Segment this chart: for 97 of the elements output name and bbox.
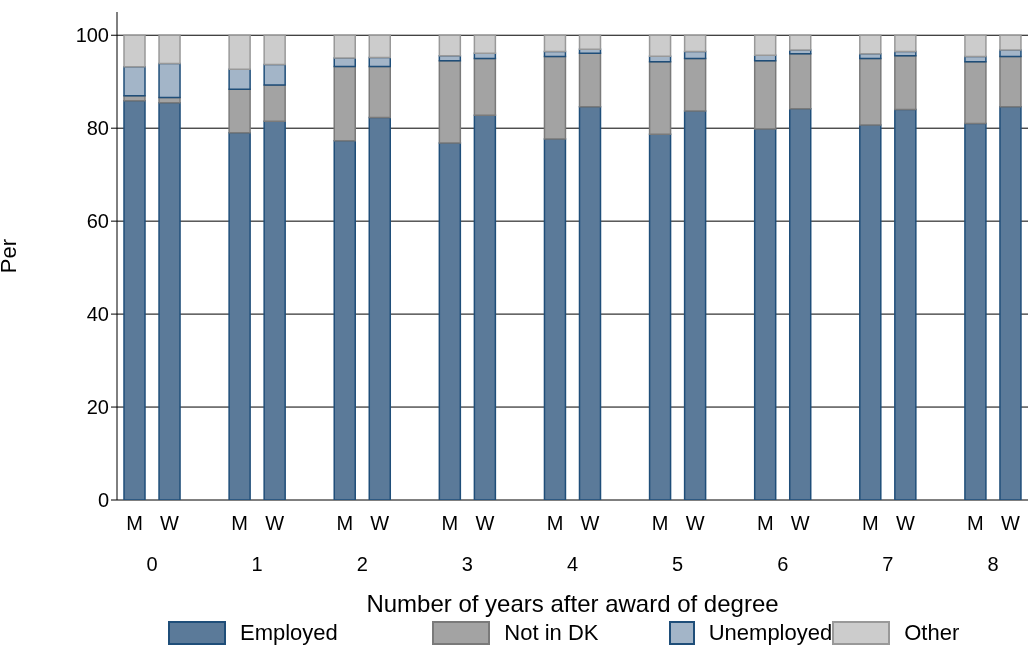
bar [333, 65, 356, 142]
bar [438, 142, 462, 500]
bar [859, 57, 882, 126]
legend-label: Unemployed [708, 620, 833, 646]
bar [263, 120, 286, 500]
bar [683, 34, 707, 53]
y-tick-label: 20 [86, 396, 109, 419]
bar [543, 138, 567, 500]
x-tick-label: M [967, 512, 984, 534]
text: 1 [251, 553, 263, 575]
bar [438, 34, 462, 57]
text: 4 [566, 553, 579, 575]
legend-label: Other [904, 620, 960, 646]
y-axis-title: Per [0, 238, 21, 274]
x-tick-label: W [1001, 512, 1021, 534]
bar [753, 34, 777, 56]
bar [473, 34, 497, 55]
x-tick-label: W [580, 512, 600, 534]
bar [788, 53, 812, 110]
bar [543, 55, 567, 140]
x-tick-label: M [126, 512, 143, 534]
bar [964, 60, 987, 125]
x-tick-label: M [441, 512, 459, 534]
bar [333, 34, 356, 59]
bar [228, 68, 251, 90]
bar [999, 34, 1022, 51]
bar [368, 116, 392, 500]
text: 6 [777, 553, 789, 575]
bar [368, 34, 392, 59]
x-tick-label: M [546, 512, 564, 534]
legend-label: Not in DK [504, 620, 599, 646]
bar [263, 63, 286, 86]
x-tick-label: M [231, 512, 248, 534]
bar [999, 55, 1022, 108]
bar [158, 101, 181, 500]
x-tick-label: W [685, 512, 705, 534]
bar [859, 124, 882, 500]
bar [228, 34, 251, 70]
x-axis-title: Number of years after award of degree [366, 590, 779, 617]
text: 5 [672, 553, 684, 575]
x-tick-label: M [756, 512, 774, 534]
bar [788, 107, 812, 500]
bar [964, 34, 987, 58]
x-tick-label: W [475, 512, 495, 534]
bar [753, 60, 777, 130]
legend-label: Employed [240, 620, 338, 646]
bar [158, 34, 181, 65]
x-tick-label: W [265, 512, 285, 534]
x-tick-label: W [895, 512, 915, 534]
bar [788, 34, 812, 51]
y-tick-label: 100 [75, 24, 109, 47]
bar [859, 34, 882, 55]
bar [228, 88, 251, 134]
text: 7 [882, 553, 894, 575]
bar [578, 106, 602, 500]
text: 8 [987, 553, 999, 575]
bar [648, 133, 672, 500]
bar [964, 122, 987, 500]
bar [894, 108, 917, 500]
bar [438, 60, 462, 144]
y-tick-label: 40 [86, 303, 109, 326]
bar [123, 94, 146, 102]
bar [683, 110, 707, 500]
bar [368, 65, 392, 119]
bar [263, 34, 286, 66]
bar [543, 34, 567, 53]
x-tick-label: W [790, 512, 810, 534]
y-tick-label: 0 [97, 489, 109, 512]
bar [158, 62, 181, 99]
bar [894, 54, 917, 111]
bar [123, 66, 146, 97]
text: 0 [146, 553, 158, 575]
text: 3 [461, 553, 473, 575]
y-tick-label: 80 [86, 117, 109, 140]
bar [123, 34, 146, 68]
bar [473, 114, 497, 500]
bar [263, 84, 286, 122]
x-tick-label: M [336, 512, 354, 534]
x-tick-label: W [370, 512, 390, 534]
bar [438, 54, 462, 62]
x-tick-label: M [651, 512, 669, 534]
bar [648, 60, 672, 135]
bar [894, 34, 917, 53]
x-tick-label: W [160, 512, 180, 534]
bar [999, 106, 1022, 500]
bar [578, 34, 602, 50]
x-tick-label: M [861, 512, 879, 534]
bar [228, 132, 251, 500]
bar [333, 139, 356, 500]
bar [683, 57, 707, 112]
y-tick-label: 60 [86, 210, 109, 233]
bar [648, 34, 672, 57]
bar [473, 57, 497, 116]
bar [578, 52, 602, 108]
text: 2 [356, 553, 368, 575]
bar [753, 128, 777, 500]
bar [123, 100, 146, 500]
